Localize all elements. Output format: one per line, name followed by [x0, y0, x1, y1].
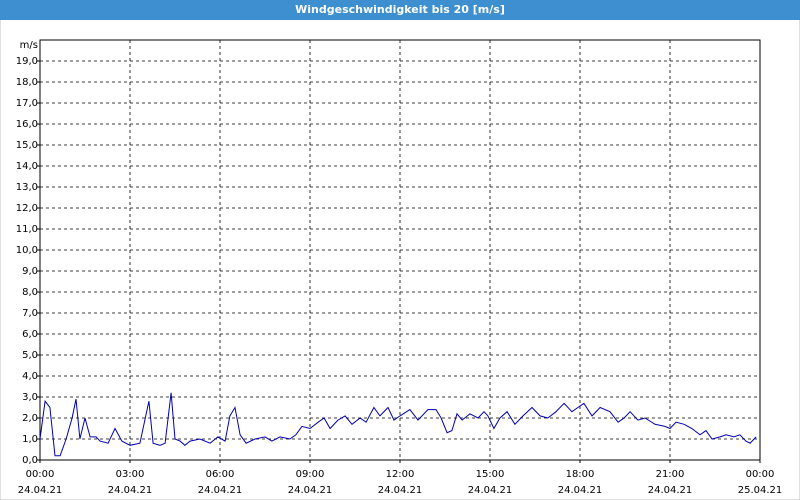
y-tick-label: 12,0: [16, 203, 38, 214]
x-tick-date: 24.04.21: [648, 485, 693, 496]
plot-frame: [39, 39, 761, 461]
y-tick-label: 7,0: [22, 308, 38, 319]
y-tick-label: 0,0: [22, 455, 38, 466]
x-tick-label: 18:00: [566, 469, 595, 480]
y-tick-label: 16,0: [16, 119, 38, 130]
x-tick-label: 03:00: [116, 469, 145, 480]
y-tick-label: 15,0: [16, 140, 38, 151]
y-tick-label: 9,0: [22, 266, 38, 277]
x-tick-date: 24.04.21: [468, 485, 513, 496]
x-tick-label: 12:00: [386, 469, 415, 480]
x-tick-date: 24.04.21: [378, 485, 423, 496]
x-tick-date: 24.04.21: [108, 485, 153, 496]
x-tick-label: 15:00: [476, 469, 505, 480]
x-tick-label: 00:00: [26, 469, 55, 480]
y-tick-label: 6,0: [22, 329, 38, 340]
title-bar: [0, 0, 800, 20]
y-tick-label: 4,0: [22, 371, 38, 382]
y-tick-label: 10,0: [16, 245, 38, 256]
x-tick-date: 24.04.21: [198, 485, 243, 496]
y-tick-label: 14,0: [16, 161, 38, 172]
y-tick-label: 1,0: [22, 434, 38, 445]
x-tick-date: 24.04.21: [18, 485, 63, 496]
y-tick-label: 5,0: [22, 350, 38, 361]
x-tick-date: 24.04.21: [558, 485, 603, 496]
y-tick-label: 8,0: [22, 287, 38, 298]
y-tick-label: 18,0: [16, 77, 38, 88]
x-tick-label: 06:00: [206, 469, 235, 480]
y-tick-label: 11,0: [16, 224, 38, 235]
y-unit: m/s: [20, 40, 38, 51]
x-tick-date: 25.04.21: [738, 485, 783, 496]
y-tick-label: 2,0: [22, 413, 38, 424]
y-tick-label: 19,0: [16, 56, 38, 67]
x-tick-label: 00:00: [746, 469, 775, 480]
y-tick-label: 3,0: [22, 392, 38, 403]
x-tick-label: 09:00: [296, 469, 325, 480]
y-tick-label: 17,0: [16, 98, 38, 109]
y-tick-label: 13,0: [16, 182, 38, 193]
x-tick-date: 24.04.21: [288, 485, 333, 496]
x-tick-label: 21:00: [656, 469, 685, 480]
chart-title: Windgeschwindigkeit bis 20 [m/s]: [295, 3, 505, 16]
wind-speed-line: [39, 392, 757, 457]
